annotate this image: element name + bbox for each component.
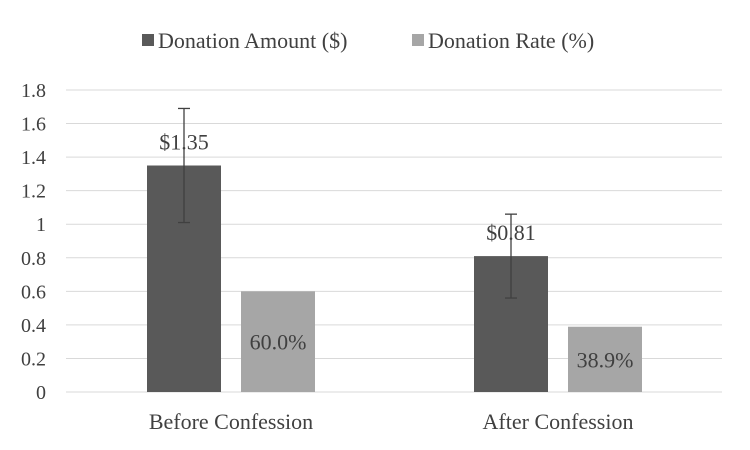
y-tick-label: 0.6 xyxy=(21,281,46,303)
legend: Donation Amount ($) Donation Rate (%) xyxy=(142,28,594,53)
y-tick-label: 1.6 xyxy=(21,114,46,136)
bar xyxy=(241,291,315,392)
y-tick-label: 1.8 xyxy=(21,80,46,102)
legend-swatch xyxy=(142,34,154,46)
y-tick-label: 1.2 xyxy=(21,181,46,203)
error-bars xyxy=(178,107,517,299)
data-label: 60.0% xyxy=(250,330,307,355)
x-category-label: After Confession xyxy=(483,409,634,434)
data-labels: $1.35 $0.81 60.0% 38.9% xyxy=(159,130,633,373)
y-tick-label: 1.4 xyxy=(21,147,46,169)
y-tick-label: 0.2 xyxy=(21,348,46,370)
data-label: $1.35 xyxy=(159,130,209,155)
legend-label: Donation Amount ($) xyxy=(158,28,347,53)
x-axis-categories: Before Confession After Confession xyxy=(149,409,634,434)
y-tick-label: 1 xyxy=(36,214,46,236)
legend-swatch xyxy=(412,34,424,46)
y-tick-label: 0 xyxy=(36,382,46,404)
bar xyxy=(568,326,642,392)
legend-label: Donation Rate (%) xyxy=(428,28,594,53)
data-label: $0.81 xyxy=(486,220,536,245)
y-axis-ticks: 0 0.2 0.4 0.6 0.8 1 1.2 1.4 1.6 1.8 xyxy=(21,80,46,404)
x-category-label: Before Confession xyxy=(149,409,313,434)
data-label: 38.9% xyxy=(577,347,634,372)
y-tick-label: 0.4 xyxy=(21,315,46,337)
y-tick-label: 0.8 xyxy=(21,248,46,270)
